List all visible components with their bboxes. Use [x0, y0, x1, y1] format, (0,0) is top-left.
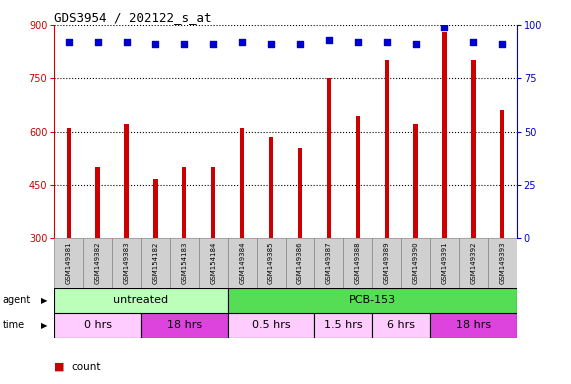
Bar	[471, 61, 476, 238]
Bar	[443, 32, 447, 238]
Bar	[384, 61, 389, 238]
Bar	[228, 288, 517, 313]
Bar	[182, 167, 187, 238]
Bar	[500, 110, 504, 238]
Text: GSM149384: GSM149384	[239, 242, 245, 284]
Text: GSM149391: GSM149391	[441, 242, 448, 285]
Text: 18 hrs: 18 hrs	[456, 320, 491, 331]
Bar	[430, 313, 517, 338]
Text: GSM149393: GSM149393	[499, 242, 505, 285]
Bar	[124, 124, 128, 238]
Bar	[153, 179, 158, 238]
Text: GSM149389: GSM149389	[384, 242, 389, 285]
Bar	[430, 238, 459, 288]
Bar	[83, 238, 112, 288]
Point	[382, 39, 391, 45]
Bar	[199, 238, 228, 288]
Text: GDS3954 / 202122_s_at: GDS3954 / 202122_s_at	[54, 11, 212, 24]
Text: 1.5 hrs: 1.5 hrs	[324, 320, 363, 331]
Point	[353, 39, 363, 45]
Bar	[54, 238, 83, 288]
Bar	[459, 238, 488, 288]
Bar	[343, 238, 372, 288]
Bar	[372, 313, 430, 338]
Bar	[141, 313, 228, 338]
Text: GSM149382: GSM149382	[95, 242, 100, 284]
Text: ■: ■	[54, 362, 65, 372]
Text: ▶: ▶	[41, 321, 47, 330]
Point	[295, 41, 304, 47]
Point	[498, 41, 507, 47]
Text: agent: agent	[3, 295, 31, 306]
Bar	[170, 238, 199, 288]
Bar	[240, 128, 244, 238]
Text: untreated: untreated	[114, 295, 168, 306]
Point	[64, 39, 73, 45]
Point	[469, 39, 478, 45]
Point	[180, 41, 189, 47]
Bar	[372, 238, 401, 288]
Bar	[356, 116, 360, 238]
Text: GSM149390: GSM149390	[413, 242, 419, 285]
Text: GSM149387: GSM149387	[326, 242, 332, 285]
Text: GSM154182: GSM154182	[152, 242, 158, 284]
Text: GSM154184: GSM154184	[210, 242, 216, 284]
Text: GSM149385: GSM149385	[268, 242, 274, 284]
Bar	[315, 313, 372, 338]
Text: GSM149392: GSM149392	[471, 242, 476, 284]
Text: GSM154183: GSM154183	[182, 242, 187, 284]
Point	[267, 41, 276, 47]
Bar	[112, 238, 141, 288]
Bar	[141, 238, 170, 288]
Point	[151, 41, 160, 47]
Text: count: count	[71, 362, 101, 372]
Bar	[401, 238, 430, 288]
Bar	[54, 288, 228, 313]
Text: PCB-153: PCB-153	[349, 295, 396, 306]
Bar	[95, 167, 100, 238]
Text: ▶: ▶	[41, 296, 47, 305]
Bar	[315, 238, 343, 288]
Text: GSM149381: GSM149381	[66, 242, 72, 285]
Bar	[488, 238, 517, 288]
Text: time: time	[3, 320, 25, 331]
Point	[411, 41, 420, 47]
Bar	[211, 167, 215, 238]
Text: 18 hrs: 18 hrs	[167, 320, 202, 331]
Point	[440, 24, 449, 30]
Bar	[228, 238, 256, 288]
Bar	[413, 124, 418, 238]
Text: 0 hrs: 0 hrs	[83, 320, 111, 331]
Point	[324, 37, 333, 43]
Point	[208, 41, 218, 47]
Text: 6 hrs: 6 hrs	[387, 320, 415, 331]
Bar	[269, 137, 273, 238]
Bar	[256, 238, 286, 288]
Text: GSM149386: GSM149386	[297, 242, 303, 285]
Bar	[327, 78, 331, 238]
Text: 0.5 hrs: 0.5 hrs	[252, 320, 291, 331]
Bar	[286, 238, 315, 288]
Bar	[54, 313, 141, 338]
Bar	[298, 147, 302, 238]
Bar	[228, 313, 315, 338]
Point	[93, 39, 102, 45]
Text: GSM149388: GSM149388	[355, 242, 361, 285]
Point	[122, 39, 131, 45]
Text: GSM149383: GSM149383	[123, 242, 130, 285]
Bar	[67, 128, 71, 238]
Point	[238, 39, 247, 45]
